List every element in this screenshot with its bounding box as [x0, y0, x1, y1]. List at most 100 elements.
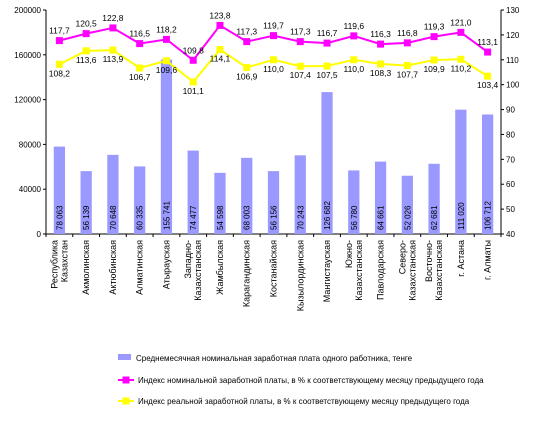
category-label: Акмолинская — [81, 240, 91, 295]
nominal-index-marker — [82, 30, 90, 38]
category-label: г. Астана — [456, 240, 466, 277]
bar — [241, 157, 253, 234]
real-index-marker — [484, 72, 492, 80]
bar-value-label: 155 741 — [162, 201, 171, 230]
bar-value-label: 74 477 — [189, 205, 198, 230]
nominal-index-marker — [403, 39, 411, 47]
bar — [374, 161, 387, 234]
real-index-marker — [216, 46, 224, 54]
bar — [455, 109, 467, 234]
nominal-index-marker — [377, 40, 385, 48]
real-index-marker — [270, 56, 277, 64]
y2-tick-label: 90 — [506, 106, 515, 115]
bar — [294, 155, 306, 234]
real-index-marker — [430, 56, 438, 64]
bar-value-label: 60 335 — [136, 205, 145, 230]
category-label: Казахстанская — [407, 240, 417, 301]
nominal-index-marker — [323, 39, 331, 47]
legend-nominal-label: Индекс номинальной заработной платы, в %… — [138, 376, 484, 385]
category-label: Казахстан — [59, 240, 69, 282]
nominal-index-value-label: 116,8 — [397, 28, 418, 38]
bar-value-label: 111 020 — [457, 202, 466, 230]
nominal-index-value-label: 120,5 — [76, 19, 98, 29]
nominal-index-value-label: 116,5 — [129, 29, 150, 39]
legend-real-label: Индекс реальной заработной платы, в % к … — [138, 397, 470, 406]
category-label: Павлодарская — [376, 240, 386, 300]
real-index-value-label: 107,7 — [397, 70, 419, 80]
y2-tick-label: 80 — [506, 130, 515, 139]
y2-tick-label: 100 — [506, 81, 520, 90]
bar — [321, 92, 333, 235]
nominal-index-value-label: 116,3 — [370, 29, 391, 39]
category-label: Атырауская — [161, 240, 171, 289]
bar-value-label: 106 712 — [484, 201, 493, 230]
bar — [214, 172, 226, 234]
bar-value-label: 64 661 — [377, 205, 386, 230]
bar-value-label: 56 780 — [350, 205, 359, 230]
bar-value-label: 126 682 — [323, 201, 332, 230]
nominal-index-value-label: 119,3 — [424, 22, 445, 32]
nominal-index-value-label: 113,1 — [477, 37, 498, 47]
data-labels: 78 063 56 139 70 648 60 335 155 741 74 477 54 … — [49, 10, 499, 230]
category-label: Кызылординская — [295, 240, 305, 311]
legend-nominal-marker — [122, 376, 130, 384]
legend-bar-swatch — [118, 354, 131, 360]
bar — [267, 171, 280, 234]
real-index-value-label: 103,4 — [477, 80, 499, 90]
y2-tick-label: 40 — [506, 230, 515, 239]
bar — [53, 146, 66, 234]
nominal-index-marker — [484, 48, 492, 56]
y2-tick-label: 50 — [506, 205, 515, 214]
bar — [187, 150, 199, 234]
real-index-value-label: 110,2 — [451, 63, 472, 73]
real-index-marker — [189, 78, 197, 86]
real-index-value-label: 114,1 — [210, 54, 231, 64]
y-tick-label: 120000 — [14, 96, 41, 105]
real-index-value-label: 113,6 — [76, 55, 97, 65]
real-index-marker — [296, 62, 304, 70]
nominal-index-marker — [350, 32, 358, 40]
bar-value-label: 70 648 — [109, 205, 118, 230]
line-series — [55, 21, 492, 86]
category-label: Западно- — [183, 240, 193, 279]
real-index-value-label: 107,4 — [290, 70, 312, 80]
real-index-value-label: 106,9 — [236, 71, 258, 81]
category-label: Республика — [49, 240, 59, 289]
real-index-marker — [55, 60, 63, 68]
category-label: Казахстанская — [434, 240, 444, 301]
nominal-index-marker — [243, 38, 251, 46]
y2-tick-label: 70 — [506, 155, 515, 164]
nominal-index-marker — [136, 40, 144, 48]
bar — [348, 170, 360, 234]
nominal-index-marker — [189, 56, 197, 64]
y-tick-label: 80000 — [19, 140, 42, 149]
nominal-index-value-label: 117,3 — [236, 27, 257, 37]
real-index-marker — [350, 56, 358, 64]
nominal-index-marker — [55, 37, 63, 45]
bar-value-label: 78 063 — [55, 205, 64, 230]
bar — [80, 171, 92, 234]
real-index-value-label: 110,0 — [343, 64, 364, 74]
bar-value-label: 52 026 — [403, 205, 412, 230]
category-labels: Республика Казахстан Акмолинская Актюбинска… — [49, 240, 492, 311]
nominal-index-value-label: 109,8 — [183, 45, 205, 55]
real-index-value-label: 113,9 — [103, 54, 124, 64]
bar-value-label: 70 243 — [296, 205, 305, 230]
nominal-index-value-label: 119,7 — [263, 21, 284, 31]
real-index-marker — [457, 55, 465, 63]
y-tick-label: 160000 — [14, 51, 41, 60]
real-index-marker — [109, 46, 117, 54]
nominal-index-marker — [216, 21, 224, 29]
category-label: Карагандинская — [242, 240, 252, 307]
nominal-index-marker — [162, 35, 170, 43]
real-index-marker — [403, 62, 411, 70]
bar — [481, 114, 494, 234]
bar — [160, 59, 173, 234]
category-label: Южно- — [344, 240, 354, 268]
category-label: Казахстанская — [193, 240, 203, 301]
legend-real-marker — [122, 397, 130, 405]
nominal-index-marker — [457, 28, 465, 36]
real-index-value-label: 109,9 — [423, 64, 445, 74]
real-index-value-label: 107,5 — [316, 70, 338, 80]
bar-value-label: 56 139 — [82, 205, 91, 230]
